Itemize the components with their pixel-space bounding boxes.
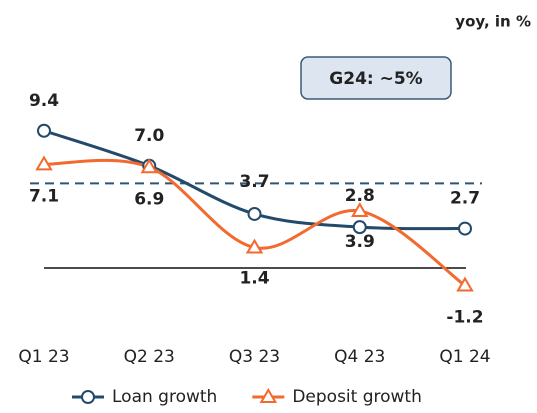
data-label: 2.7 (450, 189, 480, 209)
marker (35, 155, 53, 171)
data-label: 9.4 (29, 91, 59, 111)
legend-label: Loan growth (112, 387, 217, 407)
x-tick-label: Q4 23 (334, 347, 385, 367)
annotation-box (300, 56, 452, 100)
marker (458, 221, 472, 236)
legend-marker (81, 390, 95, 404)
data-label: 2.8 (345, 186, 375, 206)
marker (245, 238, 264, 254)
data-label: 3.9 (345, 232, 375, 252)
marker (352, 220, 367, 235)
data-label: 1.4 (239, 269, 269, 289)
unit-label: yoy, in % (455, 13, 531, 31)
legend-marker (259, 388, 278, 403)
annotation-text: G24: ~5% (329, 69, 422, 89)
marker (140, 158, 158, 174)
marker (351, 202, 369, 218)
data-label: 3.7 (239, 172, 269, 192)
x-tick-label: Q1 24 (439, 347, 490, 367)
x-tick-label: Q2 23 (124, 347, 175, 367)
marker (247, 206, 262, 221)
data-label: 7.1 (29, 186, 59, 206)
marker (456, 276, 474, 292)
data-label: -1.2 (446, 308, 483, 328)
x-tick-label: Q3 23 (229, 347, 280, 367)
marker (37, 123, 51, 138)
data-label: 7.0 (134, 126, 164, 146)
legend-label: Deposit growth (292, 387, 422, 407)
data-label: 6.9 (134, 189, 164, 209)
x-tick-label: Q1 23 (18, 347, 69, 367)
